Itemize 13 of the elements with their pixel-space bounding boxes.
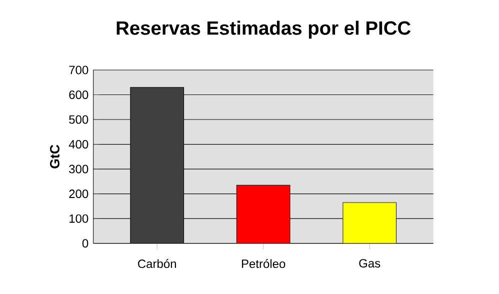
y-tick-label: 300 (69, 164, 88, 174)
y-tick-label: 500 (69, 115, 88, 124)
x-tick-label: Gas (359, 259, 380, 268)
y-tick-label: 0 (82, 239, 88, 248)
y-tick-label: 400 (68, 140, 88, 149)
y-tick-label: 700 (69, 66, 88, 74)
y-tick-label: 100 (70, 214, 88, 223)
x-tick-label: Petróleo (242, 259, 286, 268)
chart-title: Reservas Estimadas por el PICC (116, 20, 411, 39)
y-tick-label: 600 (69, 90, 88, 100)
x-tick-label: Carbón (138, 259, 176, 268)
y-tick-label: 200 (69, 190, 88, 198)
y-axis-title: GtC (50, 144, 60, 168)
